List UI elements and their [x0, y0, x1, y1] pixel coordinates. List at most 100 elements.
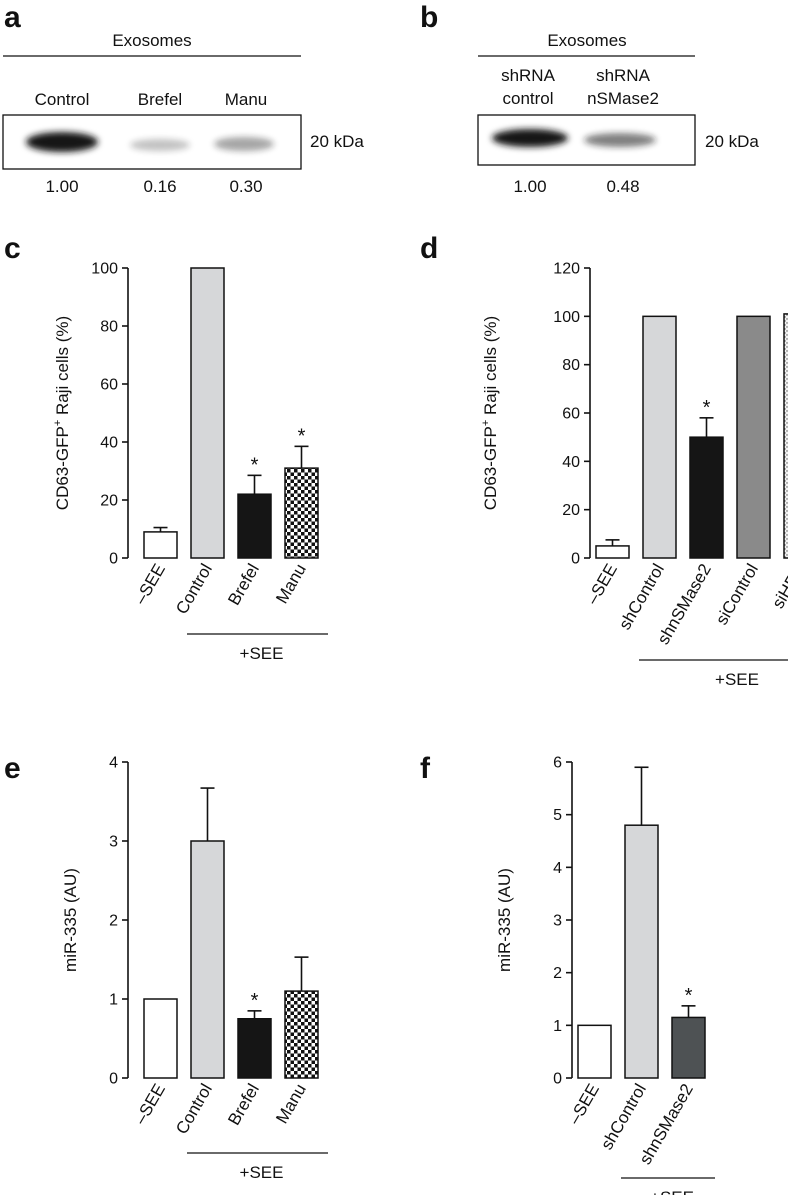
panel-letter: b	[420, 1, 438, 34]
blot-band-shrna-nsmase2	[584, 133, 656, 147]
group-label: +SEE	[715, 670, 759, 689]
y-tick-label: 80	[562, 357, 580, 374]
significance-star: *	[251, 454, 259, 476]
bar-–SEE	[143, 998, 178, 1079]
category-label: shControl	[615, 561, 668, 634]
size-marker: 20 kDa	[705, 132, 759, 151]
bar-Brefel	[237, 1018, 272, 1079]
bar-shnSMase2	[671, 1016, 706, 1079]
y-tick-label: 100	[553, 309, 580, 326]
lane-label-manu: Manu	[225, 90, 268, 109]
y-tick-label: 40	[100, 435, 118, 452]
bar-siHRS	[783, 313, 788, 559]
y-axis-label: miR-335 (AU)	[495, 868, 514, 972]
bar-–SEE	[143, 531, 178, 559]
group-label: +SEE	[240, 1163, 284, 1182]
bar-shControl	[624, 824, 659, 1079]
significance-star: *	[251, 990, 259, 1012]
blot-band-control	[26, 132, 98, 152]
bar-shControl	[642, 315, 677, 559]
bar-Control	[190, 840, 225, 1079]
y-tick-label: 6	[553, 755, 562, 772]
category-label: Brefel	[224, 561, 263, 609]
blot-header: Exosomes	[547, 31, 626, 50]
y-tick-label: 120	[553, 261, 580, 278]
bar-shnSMase2	[689, 436, 724, 559]
category-label: –SEE	[583, 561, 621, 608]
y-tick-label: 2	[109, 913, 118, 930]
y-tick-label: 3	[553, 913, 562, 930]
y-tick-label: 0	[553, 1071, 562, 1088]
category-label: Control	[172, 561, 216, 618]
y-tick-label: 60	[100, 377, 118, 394]
category-label: Manu	[272, 1081, 310, 1127]
quant-value: 1.00	[45, 177, 78, 196]
size-marker: 20 kDa	[310, 132, 364, 151]
category-label: Manu	[272, 561, 310, 607]
bar-–SEE	[577, 1024, 612, 1079]
category-label: shControl	[597, 1081, 650, 1154]
y-tick-label: 40	[562, 454, 580, 471]
bar-siControl	[736, 315, 771, 559]
blot-panel-a: a Exosomes Control Brefel Manu 20 kDa 1.…	[2, 1, 364, 196]
group-label: +SEE	[650, 1188, 694, 1195]
y-tick-label: 80	[100, 319, 118, 336]
lane-label-control: Control	[35, 90, 90, 109]
y-tick-label: 20	[562, 502, 580, 519]
panel-letter: e	[4, 752, 21, 785]
blot-panel-b: b Exosomes shRNA control shRNA nSMase2 2…	[420, 1, 759, 196]
lane-label-brefel: Brefel	[138, 90, 182, 109]
panel-letter: a	[4, 1, 21, 34]
y-tick-label: 0	[571, 551, 580, 568]
category-label: Brefel	[224, 1081, 263, 1129]
y-tick-label: 2	[553, 965, 562, 982]
category-label: –SEE	[131, 561, 169, 608]
lane-label-line1: shRNA	[596, 66, 651, 85]
blot-band-brefel	[130, 139, 190, 151]
bar-Control	[190, 267, 225, 559]
y-tick-label: 4	[109, 755, 118, 772]
quant-value: 0.16	[143, 177, 176, 196]
category-label: –SEE	[131, 1081, 169, 1128]
category-label: –SEE	[565, 1081, 603, 1128]
lane-label-line2: control	[502, 89, 553, 108]
lane-label-line2: nSMase2	[587, 89, 659, 108]
y-tick-label: 3	[109, 834, 118, 851]
bar-Brefel	[237, 493, 272, 559]
y-axis-label: miR-335 (AU)	[61, 868, 80, 972]
y-tick-label: 100	[91, 261, 118, 278]
y-tick-label: 4	[553, 860, 562, 877]
y-tick-label: 1	[553, 1018, 562, 1035]
significance-star: *	[685, 985, 693, 1007]
y-tick-label: 20	[100, 493, 118, 510]
bar-–SEE	[595, 545, 630, 559]
category-label: siControl	[712, 561, 762, 629]
category-label: siHRS	[768, 561, 788, 612]
quant-value: 1.00	[513, 177, 546, 196]
panel-letter: f	[420, 752, 431, 785]
group-label: +SEE	[240, 644, 284, 663]
chart-panel-c: c 0 20 40 60 80 100 CD63-GFP+ Raji cells (%) –SE…	[4, 232, 328, 663]
significance-star: *	[703, 397, 711, 419]
y-tick-label: 60	[562, 406, 580, 423]
significance-star: *	[298, 425, 306, 447]
quant-value: 0.30	[229, 177, 262, 196]
y-axis-label: CD63-GFP+ Raji cells (%)	[52, 316, 72, 510]
y-tick-label: 1	[109, 992, 118, 1009]
chart-panel-d: d 0 20 40 60 80 100 120 CD63-GFP+ Raji cells (%)…	[420, 232, 788, 689]
category-label: Control	[172, 1081, 216, 1138]
blot-band-manu	[214, 137, 274, 151]
blot-band-shrna-control	[492, 129, 568, 147]
panel-letter: c	[4, 232, 21, 265]
y-tick-label: 0	[109, 551, 118, 568]
y-tick-label: 0	[109, 1071, 118, 1088]
y-axis-label: CD63-GFP+ Raji cells (%)	[480, 316, 500, 510]
quant-value: 0.48	[606, 177, 639, 196]
chart-panel-e: e 0 1 2 3 4 miR-335 (AU) –SEE Control * Brefel Manu…	[4, 752, 328, 1182]
blot-header: Exosomes	[112, 31, 191, 50]
lane-label-line1: shRNA	[501, 66, 556, 85]
y-tick-label: 5	[553, 807, 562, 824]
